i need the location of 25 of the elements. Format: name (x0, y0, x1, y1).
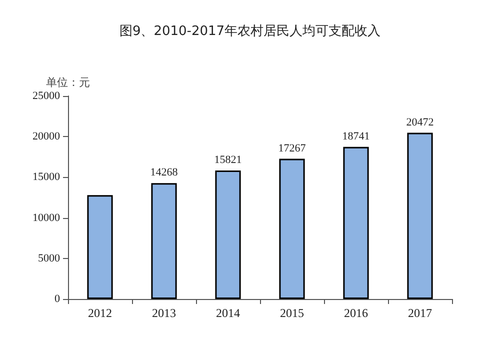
x-tick-label: 2012 (88, 306, 112, 320)
data-label: 15821 (214, 154, 242, 166)
y-axis-title: 单位：元 (46, 76, 90, 89)
data-label: 18741 (342, 130, 370, 142)
data-label: 17267 (278, 142, 306, 154)
bar (343, 146, 369, 299)
x-tick-label: 2015 (280, 306, 304, 320)
x-tick-label: 2017 (408, 306, 432, 320)
x-tick-label: 2016 (344, 306, 368, 320)
y-tick-label: 25000 (32, 90, 60, 102)
y-tick-label: 0 (54, 293, 60, 305)
y-tick-label: 20000 (32, 130, 60, 143)
data-label: 20472 (406, 116, 434, 128)
bar (279, 158, 305, 299)
x-tick-label: 2013 (152, 306, 176, 320)
data-label: 14268 (150, 166, 178, 179)
x-tick-label: 2014 (216, 306, 240, 320)
bar (407, 132, 433, 299)
chart-title: 图9、2010-2017年农村居民人均可支配收入 (119, 24, 381, 39)
bar (215, 170, 241, 299)
y-tick-label: 15000 (32, 171, 60, 184)
bar (151, 183, 177, 299)
bar (87, 195, 113, 299)
y-tick-label: 5000 (38, 252, 60, 264)
y-tick-label: 10000 (32, 212, 60, 224)
